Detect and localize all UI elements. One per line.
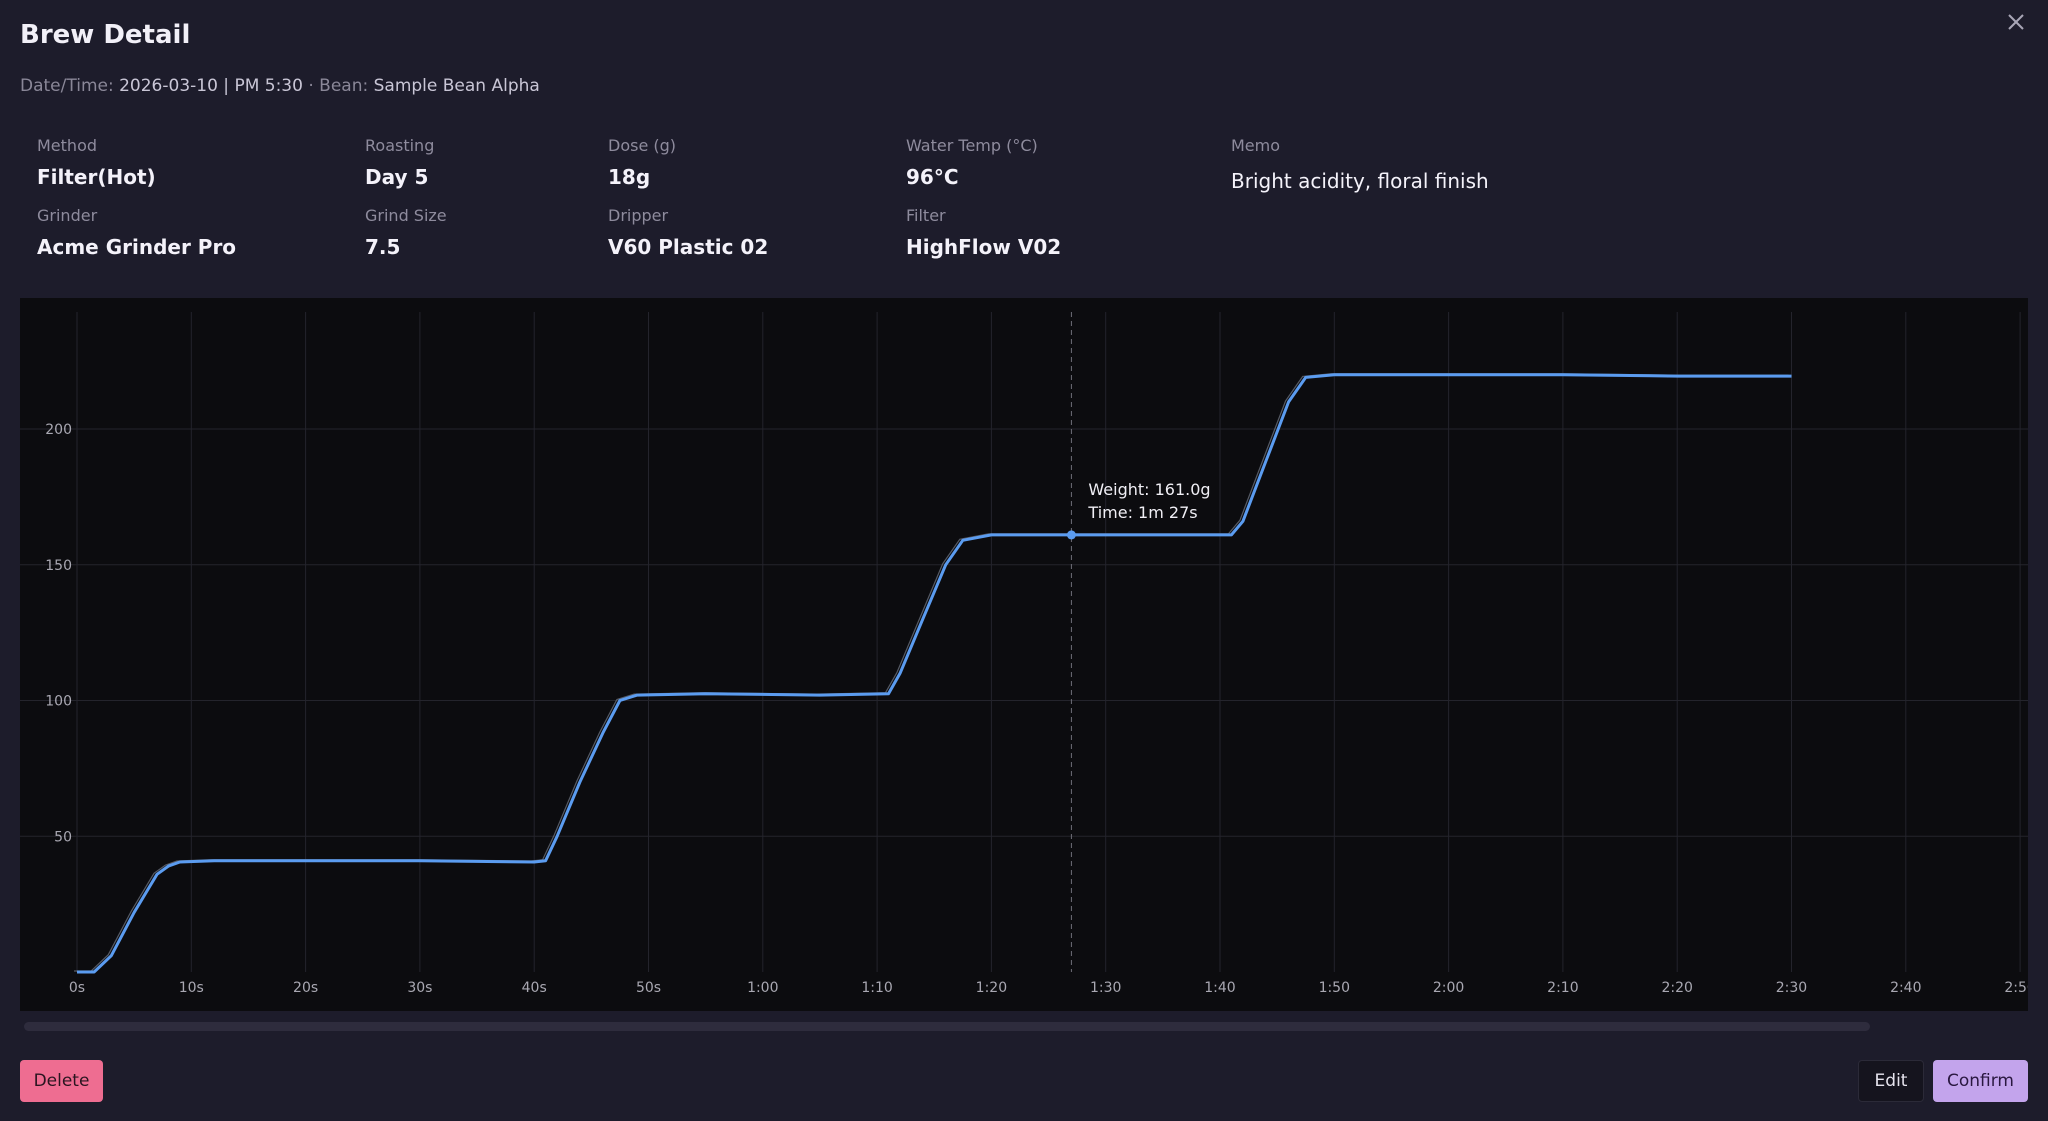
- tooltip-time: Time: 1m 27s: [1087, 503, 1197, 522]
- weight-series-line[interactable]: [77, 373, 1792, 974]
- roasting-label: Roasting: [365, 136, 435, 155]
- filter-label: Filter: [906, 206, 946, 225]
- weight-chart-panel[interactable]: 50 100 150 200 0s 10s 20s 30s 40s 50s 1:00 1:10 1:2…: [20, 298, 2028, 1011]
- x-tick-label: 2:50: [2004, 980, 2028, 996]
- filter-field: Filter HighFlow V02: [906, 206, 1061, 259]
- x-tick-label: 1:30: [1090, 980, 1121, 996]
- x-tick-label: 1:50: [1319, 980, 1350, 996]
- dose-value: 18g: [608, 165, 651, 189]
- dialog-title: Brew Detail: [20, 20, 191, 50]
- datetime-value: 2026-03-10 | PM 5:30: [119, 76, 303, 96]
- tooltip-weight: Weight: 161.0g: [1088, 480, 1210, 499]
- grinder-field: Grinder Acme Grinder Pro: [37, 206, 236, 259]
- raw-weight-series: [74, 373, 1789, 972]
- water-temp-label: Water Temp (°C): [906, 136, 1038, 155]
- method-field: Method Filter(Hot): [37, 136, 156, 189]
- x-tick-label: 30s: [407, 980, 432, 996]
- x-tick-label: 10s: [179, 980, 204, 996]
- x-tick-label: 2:40: [1890, 980, 1921, 996]
- roasting-value: Day 5: [365, 165, 429, 189]
- confirm-button[interactable]: Confirm: [1933, 1060, 2028, 1102]
- x-tick-label: 50s: [636, 980, 661, 996]
- x-tick-label: 40s: [522, 980, 547, 996]
- edit-button[interactable]: Edit: [1858, 1060, 1924, 1102]
- x-tick-label: 2:10: [1547, 980, 1578, 996]
- x-tick-label: 1:40: [1204, 980, 1235, 996]
- chart-horizontal-scrollbar[interactable]: [24, 1022, 1870, 1031]
- method-label: Method: [37, 136, 98, 155]
- water-temp-field: Water Temp (°C) 96°C: [906, 136, 1038, 189]
- x-tick-label: 1:00: [747, 980, 778, 996]
- bean-value: Sample Bean Alpha: [373, 76, 540, 96]
- bean-label: Bean:: [319, 76, 369, 96]
- dose-field: Dose (g) 18g: [608, 136, 676, 189]
- y-axis-ticks: 50 100 150 200: [45, 422, 72, 845]
- x-tick-label: 2:30: [1776, 980, 1807, 996]
- chart-grid: [20, 312, 2028, 972]
- grinder-label: Grinder: [37, 206, 98, 225]
- x-tick-label: 20s: [293, 980, 318, 996]
- dripper-label: Dripper: [608, 206, 669, 225]
- grind-size-value: 7.5: [365, 235, 401, 259]
- x-tick-label: 1:10: [861, 980, 892, 996]
- dripper-field: Dripper V60 Plastic 02: [608, 206, 768, 259]
- water-temp-value: 96°C: [906, 165, 959, 189]
- meta-separator: ·: [308, 76, 314, 96]
- x-tick-label: 0s: [69, 980, 85, 996]
- grind-size-label: Grind Size: [365, 206, 447, 225]
- dose-label: Dose (g): [608, 136, 677, 155]
- x-tick-label: 2:20: [1661, 980, 1692, 996]
- roasting-field: Roasting Day 5: [365, 136, 434, 189]
- x-tick-label: 1:20: [976, 980, 1007, 996]
- method-value: Filter(Hot): [37, 165, 156, 189]
- grind-size-field: Grind Size 7.5: [365, 206, 447, 259]
- y-tick-label: 200: [45, 422, 72, 438]
- brew-meta-line: Date/Time: 2026-03-10 | PM 5:30 · Bean: …: [20, 76, 540, 96]
- close-icon[interactable]: [2006, 12, 2026, 32]
- delete-button[interactable]: Delete: [20, 1060, 103, 1102]
- weight-chart[interactable]: 50 100 150 200 0s 10s 20s 30s 40s 50s 1:00 1:10 1:2…: [20, 298, 2028, 1011]
- x-axis-ticks: 0s 10s 20s 30s 40s 50s 1:00 1:10 1:20 1:30 1:40 1:5…: [69, 980, 2028, 996]
- y-tick-label: 50: [54, 829, 72, 845]
- chart-tooltip: Weight: 161.0g Time: 1m 27s: [1087, 480, 1210, 522]
- grinder-value: Acme Grinder Pro: [37, 235, 237, 259]
- highlight-point: [1066, 530, 1076, 540]
- dripper-value: V60 Plastic 02: [608, 235, 769, 259]
- memo-value: Bright acidity, floral finish: [1231, 169, 1489, 193]
- y-tick-label: 150: [45, 558, 72, 574]
- filter-value: HighFlow V02: [906, 235, 1062, 259]
- datetime-label: Date/Time:: [20, 76, 114, 96]
- memo-label: Memo: [1231, 136, 1281, 155]
- x-tick-label: 2:00: [1433, 980, 1464, 996]
- memo-field: Memo Bright acidity, floral finish: [1231, 136, 1489, 193]
- y-tick-label: 100: [45, 694, 72, 710]
